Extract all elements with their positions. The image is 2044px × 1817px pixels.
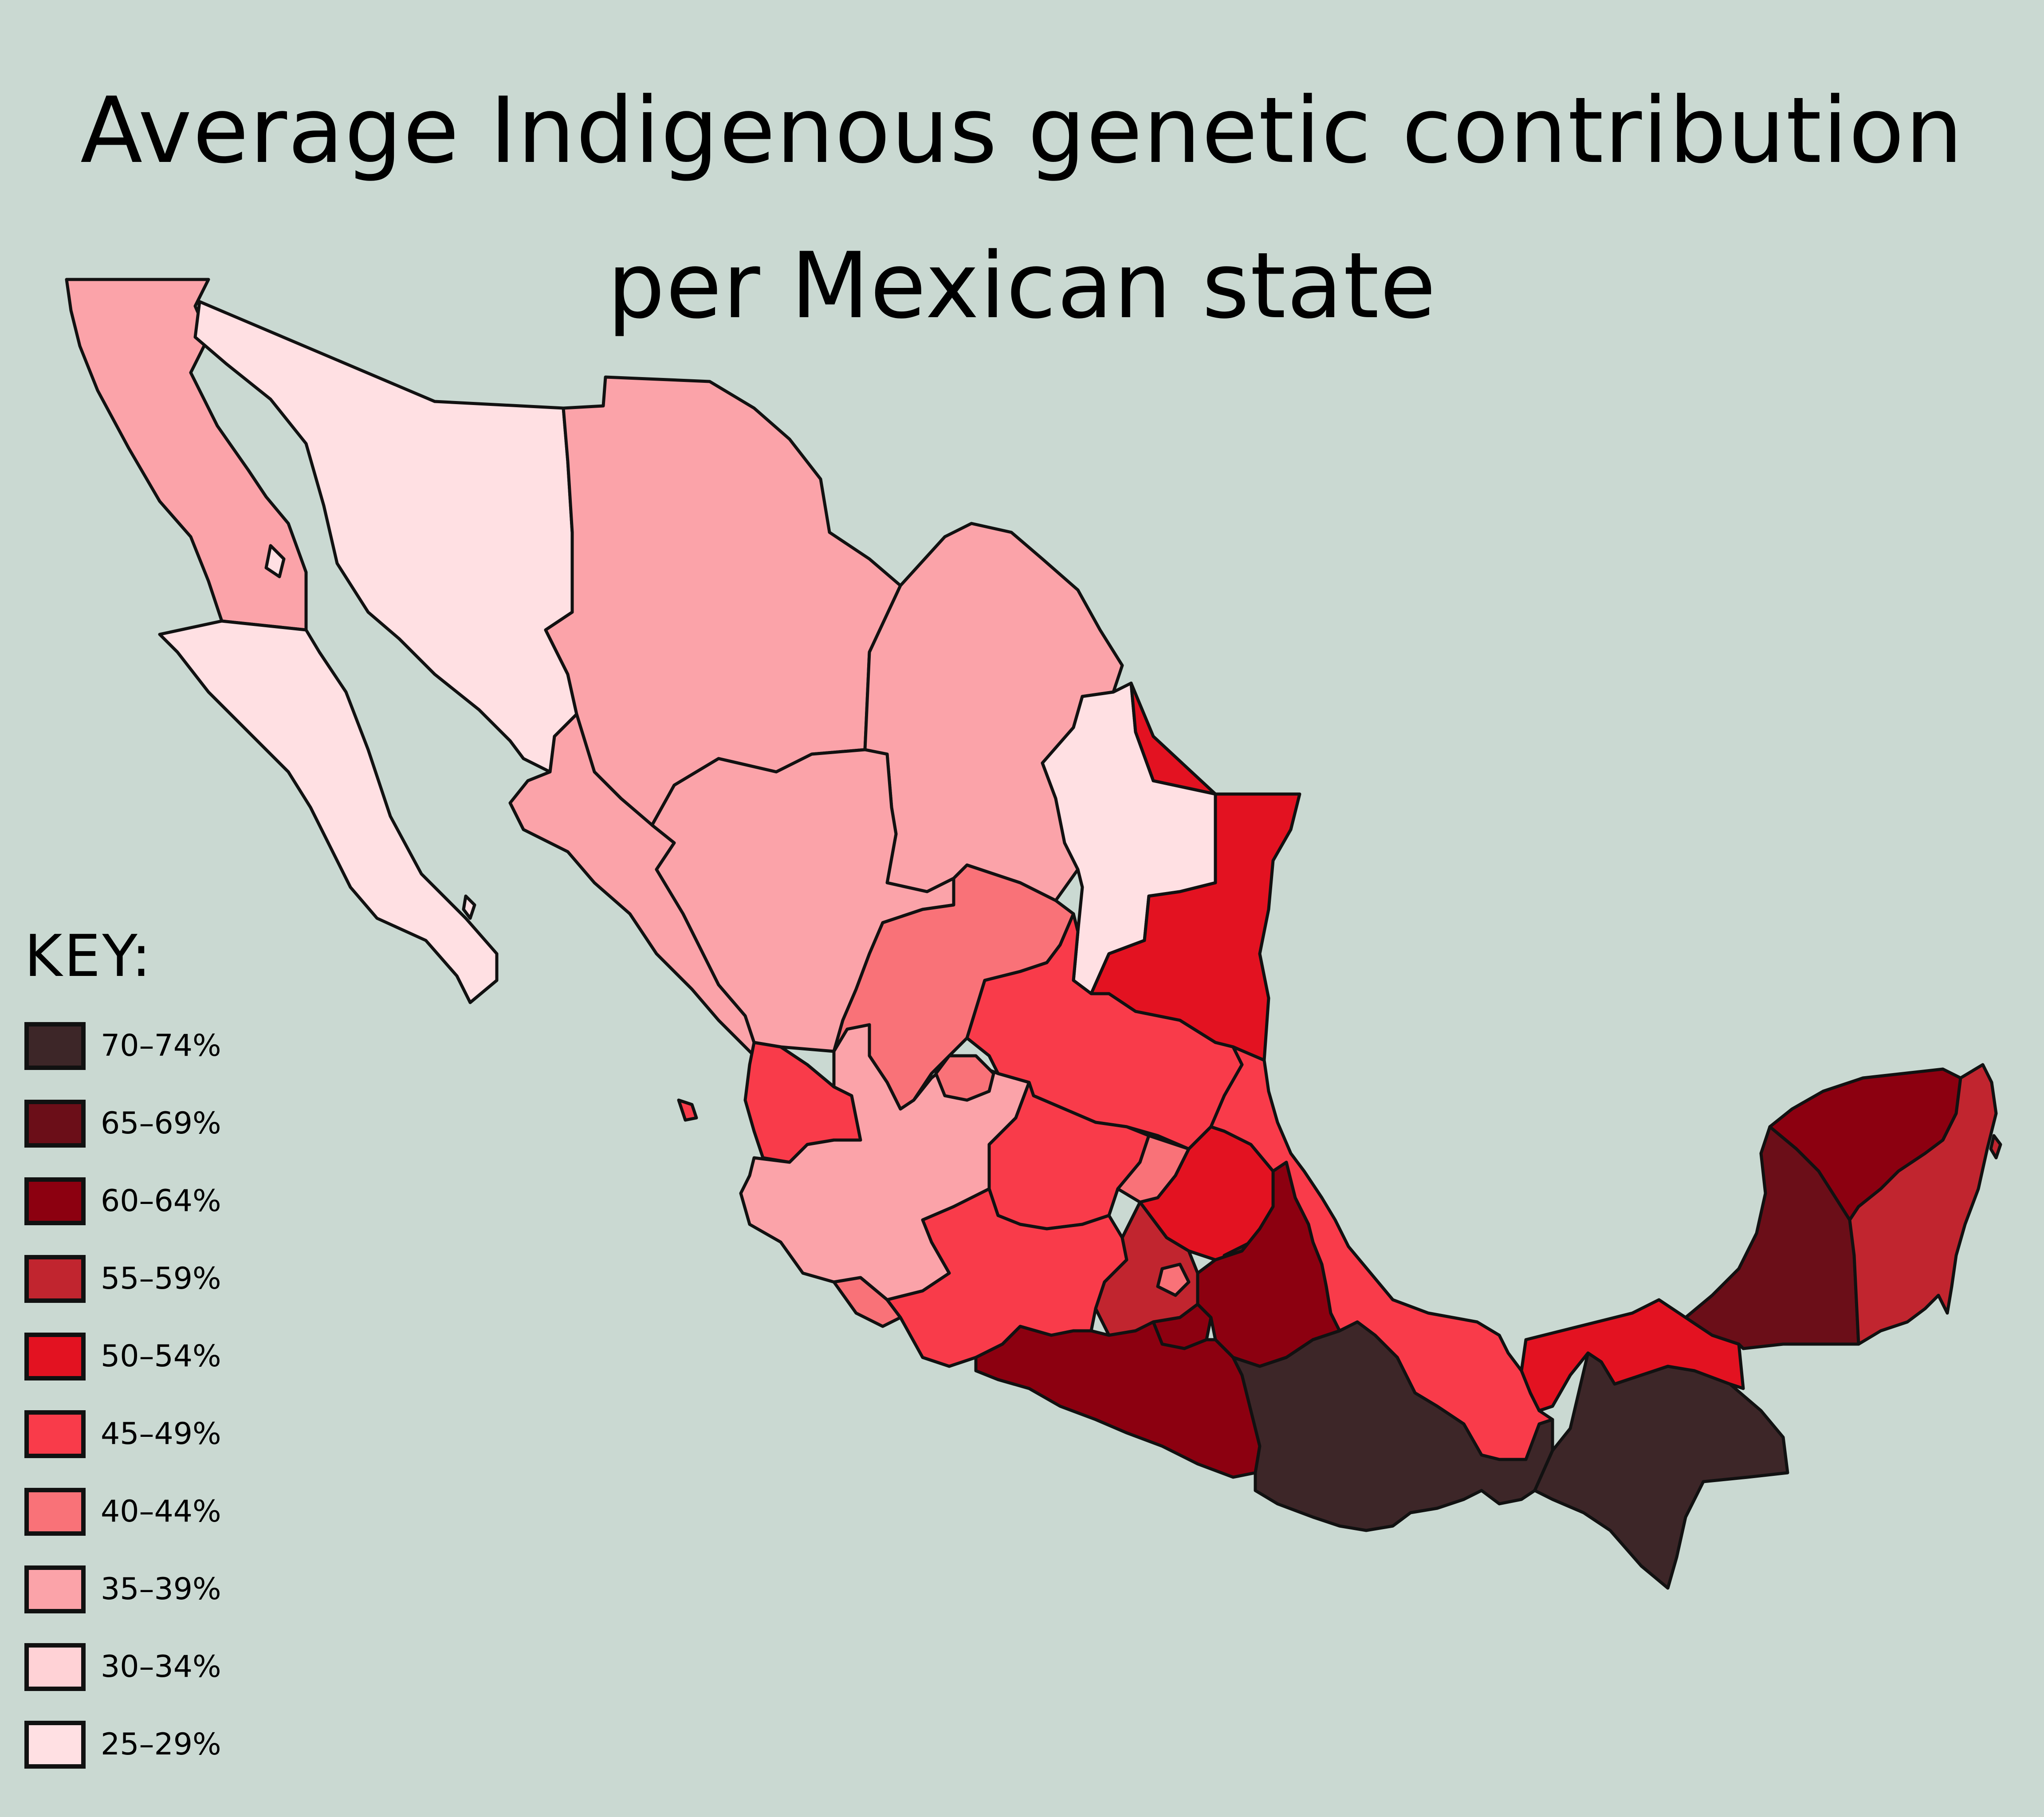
legend-swatch [24, 1099, 86, 1148]
legend-swatch [24, 1643, 86, 1691]
island-marias [677, 1098, 698, 1122]
region-aguascalientes [934, 1054, 995, 1102]
legend-label: 55–59% [101, 1261, 221, 1296]
legend-label: 50–54% [101, 1339, 221, 1374]
legend-item: 50–54% [24, 1318, 221, 1395]
region-quintana-roo [1848, 1063, 1998, 1346]
map-title: Average Indigenous genetic contribution … [0, 53, 2044, 364]
legend-label: 65–69% [101, 1106, 221, 1141]
legend-label: 60–64% [101, 1184, 221, 1219]
region-baja-california-sur [158, 619, 499, 1004]
legend-item: 40–44% [24, 1473, 221, 1550]
legend-item: 25–29% [24, 1706, 221, 1783]
legend-item: 65–69% [24, 1085, 221, 1162]
legend-swatch [24, 1720, 86, 1769]
island-cozumel [1989, 1134, 2002, 1160]
legend-label: 30–34% [101, 1649, 221, 1684]
legend-swatch [24, 1487, 86, 1536]
region-tabasco [1520, 1298, 1745, 1412]
island-cerralvo [462, 894, 476, 920]
legend-label: 45–49% [101, 1416, 221, 1451]
region-chiapas [1533, 1351, 1789, 1590]
legend-swatch [24, 1255, 86, 1303]
legend-label: 35–39% [101, 1572, 221, 1607]
region-guerrero [974, 1320, 1262, 1479]
legend-title: KEY: [24, 922, 153, 990]
legend-label: 25–29% [101, 1727, 221, 1762]
legend-item: 30–34% [24, 1628, 221, 1706]
legend-item: 60–64% [24, 1162, 221, 1240]
legend-swatch [24, 1332, 86, 1380]
legend: KEY: 70–74% 65–69% 60–64% 55–59% 50–54% … [24, 923, 221, 1783]
legend-label: 70–74% [101, 1028, 221, 1063]
legend-swatch [24, 1565, 86, 1613]
legend-items: 70–74% 65–69% 60–64% 55–59% 50–54% 45–49… [24, 1007, 221, 1783]
legend-swatch [24, 1177, 86, 1225]
legend-item: 35–39% [24, 1550, 221, 1628]
legend-label: 40–44% [101, 1494, 221, 1529]
legend-swatch [24, 1022, 86, 1070]
title-line-2: per Mexican state [607, 233, 1437, 339]
legend-item: 45–49% [24, 1395, 221, 1473]
legend-item: 70–74% [24, 1007, 221, 1085]
legend-swatch [24, 1410, 86, 1458]
legend-item: 55–59% [24, 1240, 221, 1318]
island-tiburon [264, 544, 286, 578]
region-ciudad-de-mexico [1156, 1262, 1191, 1297]
title-line-1: Average Indigenous genetic contribution [80, 78, 1964, 184]
